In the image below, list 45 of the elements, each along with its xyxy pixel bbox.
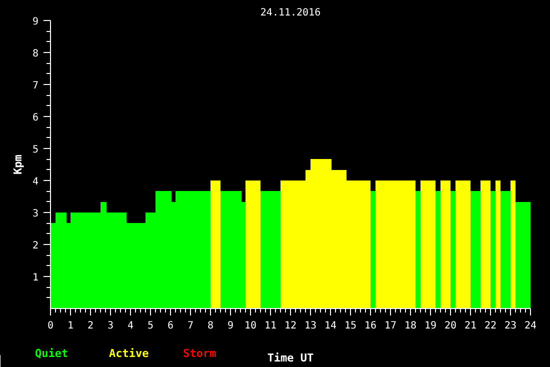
legend-label: Storm [183,346,216,362]
x-tick-label: 9 [227,320,234,332]
x-tick-label: 3 [107,320,114,332]
x-tick-label: 7 [187,320,194,332]
y-tick-label: 6 [32,112,39,124]
x-tick-label: 19 [424,320,437,332]
y-tick-label: 1 [32,272,39,284]
y-tick-label: 8 [32,48,39,60]
bar [246,180,260,308]
x-axis-title: Time UT [267,352,314,364]
y-tick-label: 9 [32,16,39,28]
x-tick-label: 13 [304,320,317,332]
x-tick-label: 4 [127,320,134,332]
x-tick-label: 18 [404,320,417,332]
x-tick-label: 22 [484,320,497,332]
x-tick-label: 10 [244,320,257,332]
x-tick-label: 12 [284,320,297,332]
x-tick-label: 1 [67,320,74,332]
y-tick-label: 7 [32,80,39,92]
y-tick-label: 5 [32,144,39,156]
x-tick-label: 14 [324,320,337,332]
text: Quiet [35,346,68,362]
y-tick-label: 2 [32,240,39,252]
x-tick-label: 0 [47,320,54,332]
y-axis-title: Kpm [11,154,24,174]
y-tick-label: 4 [32,176,39,188]
chart-title: 24.11.2016 [260,8,321,18]
x-tick-label: 5 [147,320,154,332]
x-tick-label: 20 [444,320,457,332]
x-tick-label: 17 [384,320,397,332]
text: Active [109,346,149,362]
x-tick-label: 8 [207,320,214,332]
x-tick-label: 6 [167,320,174,332]
x-tick-label: 16 [364,320,377,332]
bar [470,191,480,308]
x-tick-label: 24 [524,320,537,332]
x-tick-label: 23 [504,320,517,332]
x-tick-label: 15 [344,320,357,332]
x-tick-label: 21 [464,320,477,332]
x-tick-label: 11 [264,320,277,332]
bar [420,180,436,308]
y-tick-label: 3 [32,208,39,220]
bar [500,191,510,308]
x-tick-label: 2 [87,320,94,332]
bar [456,180,470,308]
